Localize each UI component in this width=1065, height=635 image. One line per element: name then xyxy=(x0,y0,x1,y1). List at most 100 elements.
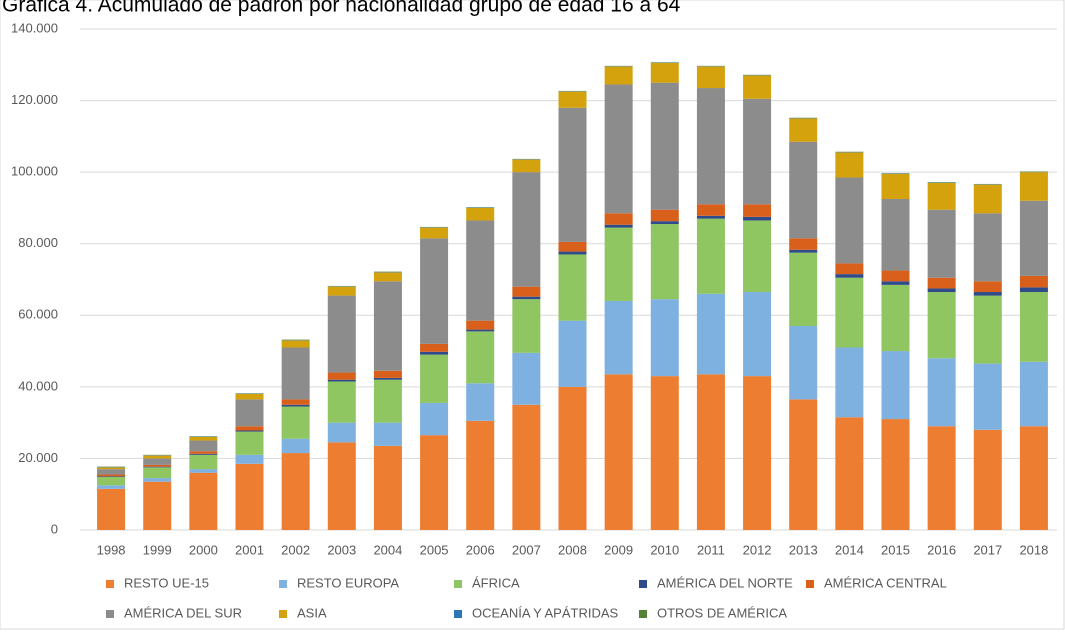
bar-segment xyxy=(512,297,540,300)
x-tick-label: 2007 xyxy=(512,542,541,557)
x-tick-label: 2004 xyxy=(373,542,402,557)
bar-segment xyxy=(374,378,402,380)
bar-segment xyxy=(559,321,587,387)
bar-segment xyxy=(882,285,910,351)
x-tick-label: 2006 xyxy=(466,542,495,557)
x-tick-label: 2002 xyxy=(281,542,310,557)
bar-segment xyxy=(974,430,1002,530)
bar-segment xyxy=(1020,172,1048,201)
x-tick-label: 2017 xyxy=(973,542,1002,557)
bar-segment xyxy=(97,489,125,530)
bar-segment xyxy=(420,352,448,355)
bar-segment xyxy=(605,374,633,530)
bar-segment xyxy=(605,84,633,213)
bar-segment xyxy=(97,476,125,477)
bar-segment xyxy=(605,225,633,228)
bar-segment xyxy=(328,442,356,530)
bar-segment xyxy=(466,383,494,421)
y-tick-label: 80.000 xyxy=(18,235,58,250)
bar-segment xyxy=(420,403,448,435)
bar-segment xyxy=(882,281,910,285)
bar-segment xyxy=(282,340,310,347)
bar-segment xyxy=(420,238,448,344)
bar-segment xyxy=(789,326,817,399)
y-tick-label: 140.000 xyxy=(11,20,58,35)
x-tick-label: 2016 xyxy=(927,542,956,557)
bar-segment xyxy=(328,287,356,296)
legend-label: AMÉRICA CENTRAL xyxy=(824,575,947,590)
x-tick-label: 2003 xyxy=(327,542,356,557)
bar-segment xyxy=(236,455,264,464)
bar-segment xyxy=(466,208,494,221)
bar-segment xyxy=(1020,201,1048,276)
bar-segment xyxy=(420,355,448,403)
x-tick-label: 2005 xyxy=(420,542,449,557)
bar-segment xyxy=(974,364,1002,430)
bar-segment xyxy=(143,478,171,482)
bar-segment xyxy=(789,253,817,326)
bar-segment xyxy=(789,238,817,249)
bar-segment xyxy=(697,219,725,294)
bar-segment xyxy=(97,477,125,485)
bar-segment xyxy=(143,465,171,467)
legend-label: OCEANÍA Y APÁTRIDAS xyxy=(472,605,619,620)
bar-segment xyxy=(97,467,125,469)
bar-segment xyxy=(651,376,679,530)
bar-segment xyxy=(743,217,771,221)
bar-segment xyxy=(928,288,956,292)
bar-segment xyxy=(559,108,587,242)
bar-segment xyxy=(328,381,356,422)
y-tick-label: 40.000 xyxy=(18,378,58,393)
bar-segment xyxy=(835,263,863,274)
bar-segment xyxy=(559,242,587,252)
x-tick-label: 2018 xyxy=(1019,542,1048,557)
bar-segment xyxy=(835,278,863,348)
bar-segment xyxy=(374,281,402,370)
bar-segment xyxy=(512,172,540,287)
bar-segment xyxy=(512,353,540,405)
bar-segment xyxy=(974,292,1002,296)
bar-segment xyxy=(928,358,956,426)
legend-label: AMÉRICA DEL SUR xyxy=(124,605,242,620)
x-tick-label: 2015 xyxy=(881,542,910,557)
bar-segment xyxy=(651,83,679,210)
bar-segment xyxy=(189,469,217,473)
bar-segment xyxy=(328,423,356,443)
x-tick-label: 2014 xyxy=(835,542,864,557)
bar-segment xyxy=(928,292,956,358)
bar-segment xyxy=(189,455,217,469)
bar-segment xyxy=(236,394,264,399)
bar-segment xyxy=(97,469,125,474)
bar-segment xyxy=(559,254,587,320)
bar-segment xyxy=(697,88,725,204)
bar-segment xyxy=(512,299,540,353)
x-tick-label: 1998 xyxy=(97,542,126,557)
bar-segment xyxy=(236,431,264,432)
x-tick-label: 1999 xyxy=(143,542,172,557)
bar-segment xyxy=(928,210,956,278)
legend-label: ASIA xyxy=(297,605,327,620)
bar-segment xyxy=(143,456,171,459)
bar-segment xyxy=(466,421,494,530)
x-tick-label: 2008 xyxy=(558,542,587,557)
bar-segment xyxy=(143,467,171,478)
bar-segment xyxy=(282,439,310,453)
bar-segment xyxy=(374,272,402,281)
bar-segment xyxy=(328,380,356,382)
legend-swatch xyxy=(106,580,114,588)
bar-segment xyxy=(882,351,910,419)
bar-segment xyxy=(697,294,725,375)
bar-segment xyxy=(282,407,310,439)
x-tick-label: 2000 xyxy=(189,542,218,557)
bar-segment xyxy=(882,419,910,530)
bar-segment xyxy=(697,216,725,219)
bar-segment xyxy=(282,453,310,530)
bar-segment xyxy=(789,250,817,253)
legend-label: OTROS DE AMÉRICA xyxy=(657,605,787,620)
bar-segment xyxy=(928,426,956,530)
x-tick-label: 2011 xyxy=(697,542,725,557)
bar-segment xyxy=(559,92,587,108)
legend-swatch xyxy=(106,610,114,618)
y-tick-label: 0 xyxy=(51,521,58,536)
